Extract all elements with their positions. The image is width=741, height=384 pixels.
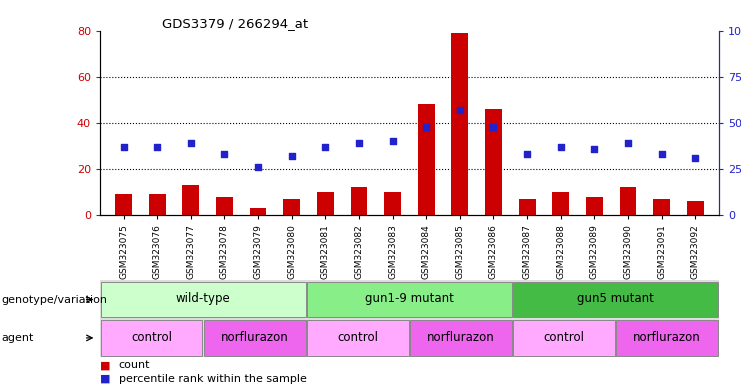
Bar: [654, 199, 670, 215]
Text: ■: ■: [100, 374, 110, 384]
Point: [387, 138, 399, 144]
Point: [521, 151, 533, 157]
Text: count: count: [119, 360, 150, 370]
Bar: [384, 192, 401, 215]
Bar: [418, 104, 435, 215]
Text: norflurazon: norflurazon: [221, 331, 288, 344]
Bar: [307, 320, 409, 356]
Text: gun1-9 mutant: gun1-9 mutant: [365, 292, 453, 305]
Point: [454, 107, 466, 113]
Text: ■: ■: [100, 360, 110, 370]
Bar: [250, 208, 267, 215]
Bar: [514, 320, 615, 356]
Bar: [451, 33, 468, 215]
Point: [185, 140, 197, 146]
Bar: [619, 187, 637, 215]
Bar: [687, 201, 704, 215]
Point: [353, 140, 365, 146]
Bar: [182, 185, 199, 215]
Point: [420, 124, 432, 130]
Point: [656, 151, 668, 157]
Bar: [204, 320, 305, 356]
Bar: [283, 199, 300, 215]
Bar: [101, 320, 202, 356]
Point: [151, 144, 163, 150]
Bar: [617, 320, 718, 356]
Bar: [307, 282, 512, 317]
Text: agent: agent: [1, 333, 34, 343]
Text: gun5 mutant: gun5 mutant: [577, 292, 654, 305]
Text: percentile rank within the sample: percentile rank within the sample: [119, 374, 307, 384]
Bar: [317, 192, 333, 215]
Text: control: control: [544, 331, 585, 344]
Bar: [519, 199, 536, 215]
Point: [319, 144, 331, 150]
Point: [488, 124, 499, 130]
Text: GDS3379 / 266294_at: GDS3379 / 266294_at: [162, 17, 308, 30]
Bar: [101, 282, 305, 317]
Bar: [586, 197, 602, 215]
Bar: [552, 192, 569, 215]
Bar: [350, 187, 368, 215]
Bar: [216, 197, 233, 215]
Bar: [485, 109, 502, 215]
Text: norflurazon: norflurazon: [634, 331, 701, 344]
Bar: [410, 320, 512, 356]
Text: control: control: [131, 331, 172, 344]
Point: [689, 155, 701, 161]
Point: [219, 151, 230, 157]
Text: control: control: [337, 331, 379, 344]
Bar: [115, 194, 132, 215]
Point: [555, 144, 567, 150]
Point: [286, 153, 298, 159]
Point: [588, 146, 600, 152]
Bar: [514, 282, 718, 317]
Point: [252, 164, 264, 170]
Text: wild-type: wild-type: [176, 292, 230, 305]
Bar: [149, 194, 165, 215]
Text: norflurazon: norflurazon: [427, 331, 495, 344]
Point: [622, 140, 634, 146]
Point: [118, 144, 130, 150]
Text: genotype/variation: genotype/variation: [1, 295, 107, 305]
